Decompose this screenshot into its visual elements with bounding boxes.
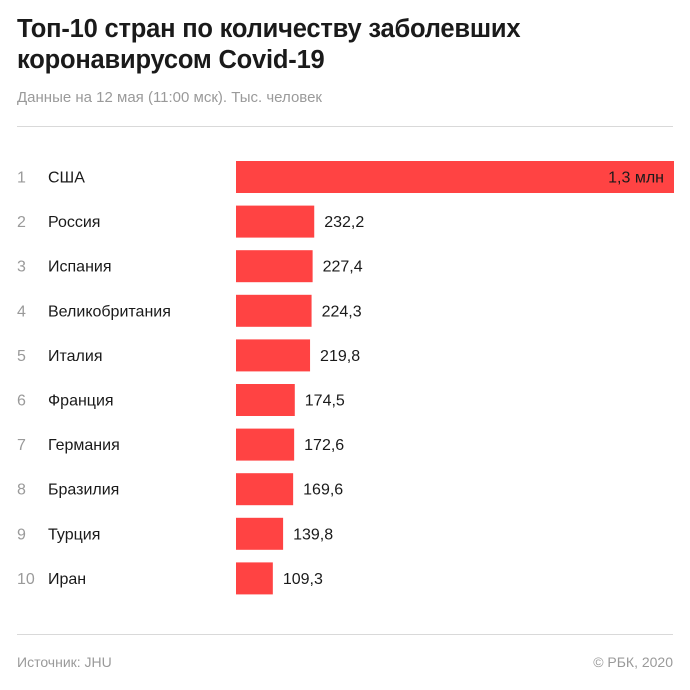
- rank-label: 1: [17, 170, 26, 187]
- rank-label: 5: [17, 348, 26, 365]
- country-label: Бразилия: [48, 482, 119, 499]
- copyright-note: © РБК, 2020: [593, 654, 673, 670]
- country-label: Турция: [48, 526, 100, 543]
- value-label: 232,2: [324, 214, 364, 231]
- chart-subtitle: Данные на 12 мая (11:00 мск). Тыс. челов…: [17, 89, 322, 106]
- value-label: 219,8: [320, 348, 360, 365]
- bar-chart: 1 США 1,3 млн 2 Россия 232,2 3 Испания 227,4 4 Вел…: [17, 161, 674, 595]
- rank-label: 9: [17, 526, 26, 543]
- bar: [236, 294, 312, 327]
- bar: [236, 384, 295, 416]
- country-label: США: [48, 170, 85, 187]
- bar: [236, 517, 284, 550]
- value-label: 224,3: [322, 303, 362, 320]
- chart-title: Топ-10 стран по количеству заболевших ко…: [17, 15, 521, 74]
- rank-label: 8: [17, 482, 26, 499]
- value-label: 139,8: [293, 526, 333, 543]
- country-label: Иран: [48, 571, 86, 588]
- country-label: Испания: [48, 259, 112, 276]
- bar: [236, 205, 315, 238]
- source-note: Источник: JHU: [17, 654, 112, 670]
- rank-label: 7: [17, 437, 26, 454]
- bar: [236, 428, 295, 461]
- country-label: Франция: [48, 393, 114, 410]
- value-label: 109,3: [283, 571, 323, 588]
- value-label: 1,3 млн: [608, 170, 664, 187]
- bar: [236, 339, 311, 372]
- bar: [236, 562, 273, 595]
- rank-label: 3: [17, 259, 26, 276]
- rank-label: 10: [17, 571, 35, 588]
- rank-label: 2: [17, 214, 26, 231]
- bar: [236, 473, 294, 506]
- country-label: Великобритания: [48, 303, 171, 320]
- bar: [236, 161, 674, 193]
- country-label: Россия: [48, 214, 100, 231]
- bottom-divider: [17, 634, 673, 635]
- rank-label: 6: [17, 393, 26, 410]
- top-divider: [17, 126, 673, 127]
- value-label: 169,6: [303, 482, 343, 499]
- value-label: 172,6: [304, 437, 344, 454]
- value-label: 174,5: [305, 393, 345, 410]
- country-label: Италия: [48, 348, 102, 365]
- bar: [236, 250, 313, 283]
- value-label: 227,4: [323, 259, 363, 276]
- rank-label: 4: [17, 303, 26, 320]
- country-label: Германия: [48, 437, 120, 454]
